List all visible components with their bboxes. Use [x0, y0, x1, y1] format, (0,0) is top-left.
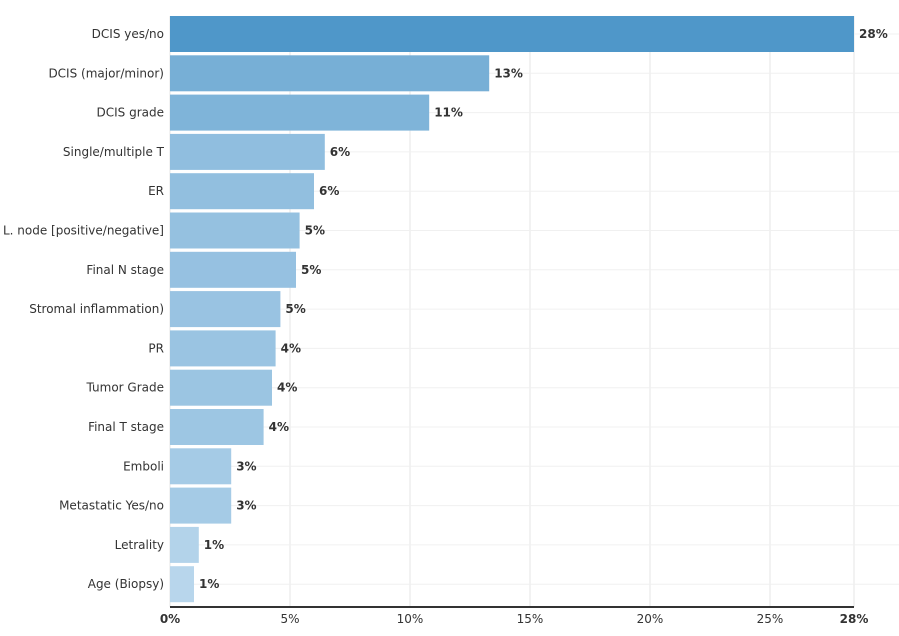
bar [170, 94, 430, 131]
bar [170, 448, 232, 485]
data-label: 28% [859, 27, 888, 41]
data-label: 4% [269, 420, 289, 434]
x-tick-label: 0% [160, 612, 180, 626]
bar [170, 251, 296, 288]
bar [170, 16, 854, 52]
bar [170, 566, 194, 603]
data-label: 4% [281, 341, 301, 355]
x-tick-label: 5% [280, 612, 299, 626]
bar [170, 212, 300, 249]
data-label: 5% [285, 302, 305, 316]
x-tick-label: 15% [517, 612, 544, 626]
category-label: L. node [positive/negative] [3, 224, 164, 238]
data-label: 5% [305, 224, 325, 238]
data-label: 3% [236, 499, 256, 513]
bar [170, 173, 314, 210]
category-label: DCIS grade [97, 106, 165, 120]
category-label: DCIS (major/minor) [48, 66, 164, 80]
data-label: 6% [319, 184, 339, 198]
bar [170, 526, 199, 563]
bar [170, 487, 232, 524]
data-label: 3% [236, 459, 256, 473]
category-label: ER [148, 184, 164, 198]
x-tick-label: 28% [840, 612, 869, 626]
bar [170, 369, 272, 406]
data-label: 6% [330, 145, 350, 159]
category-label: Single/multiple T [63, 145, 165, 159]
category-label: Age (Biopsy) [88, 577, 164, 591]
x-tick-label: 25% [757, 612, 784, 626]
data-label: 4% [277, 381, 297, 395]
category-label: Letrality [115, 538, 164, 552]
data-label: 1% [199, 577, 219, 591]
category-label: DCIS yes/no [92, 27, 164, 41]
category-label: Final N stage [86, 263, 164, 277]
category-label: Stromal inflammation) [29, 302, 164, 316]
bar [170, 55, 490, 92]
x-tick-label: 20% [637, 612, 664, 626]
data-label: 1% [204, 538, 224, 552]
category-label: PR [148, 341, 164, 355]
bar [170, 330, 276, 367]
bar [170, 291, 281, 328]
data-label: 13% [494, 66, 523, 80]
bar [170, 409, 264, 445]
data-label: 5% [301, 263, 321, 277]
x-tick-label: 10% [397, 612, 424, 626]
bar [170, 133, 325, 170]
category-label: Final T stage [88, 420, 164, 434]
data-label: 11% [434, 106, 463, 120]
category-label: Emboli [123, 459, 164, 473]
category-label: Metastatic Yes/no [59, 499, 164, 513]
category-label: Tumor Grade [86, 381, 164, 395]
